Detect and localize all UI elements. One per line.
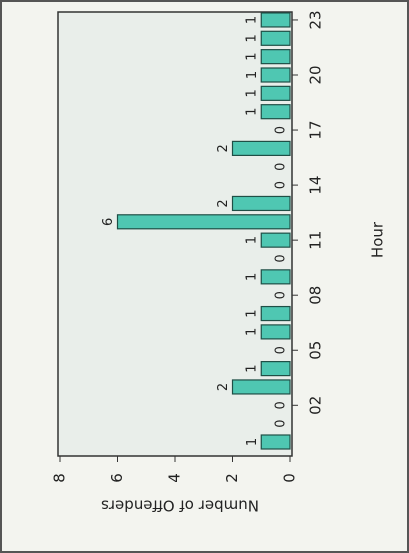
bar	[260, 305, 291, 322]
value-label: 0	[274, 346, 289, 354]
bar	[260, 49, 291, 65]
value-label: 0	[274, 254, 289, 262]
bar	[260, 85, 291, 101]
x-tick-label: 02	[307, 396, 325, 415]
bar	[116, 214, 291, 230]
y-tick-label: 2	[223, 473, 241, 483]
bar	[260, 67, 291, 83]
bar	[260, 232, 291, 248]
value-label: 0	[274, 163, 289, 171]
bar	[260, 361, 291, 377]
bar	[260, 104, 291, 120]
y-tick-label: 6	[108, 473, 126, 483]
bar	[231, 195, 291, 212]
value-label: 1	[245, 16, 260, 24]
y-axis-label: Number of Offenders	[101, 497, 259, 515]
bar	[260, 30, 291, 46]
x-tick-label: 17	[307, 121, 325, 140]
value-label: 1	[245, 53, 260, 61]
x-tick-label: 23	[307, 10, 325, 29]
value-label: 2	[216, 383, 231, 391]
value-label: 0	[274, 401, 289, 409]
x-tick-label: 05	[307, 341, 325, 360]
y-tick-label: 4	[166, 473, 184, 483]
bar	[260, 434, 291, 450]
value-label: 0	[274, 126, 289, 134]
value-label: 1	[245, 273, 260, 281]
x-axis-label: Hour	[369, 221, 387, 258]
y-tick-label: 0	[281, 473, 299, 483]
x-tick-label: 20	[307, 65, 325, 84]
value-label: 6	[101, 218, 116, 226]
x-tick-label: 11	[307, 231, 325, 250]
value-label: 1	[245, 364, 260, 372]
bar	[231, 379, 291, 395]
value-label: 2	[216, 199, 231, 207]
value-label: 1	[245, 438, 260, 446]
y-tick-label: 8	[51, 473, 69, 483]
value-label: 0	[274, 420, 289, 428]
x-tick-label: 08	[307, 286, 325, 305]
bar	[260, 269, 291, 285]
value-label: 2	[216, 144, 231, 152]
value-label: 1	[245, 236, 260, 244]
value-label: 1	[245, 108, 260, 116]
value-label: 1	[245, 71, 260, 79]
x-tick-label: 14	[307, 176, 325, 195]
value-label: 1	[245, 34, 260, 42]
value-label: 0	[274, 181, 289, 189]
value-label: 1	[245, 328, 260, 336]
value-label: 1	[245, 309, 260, 317]
bar	[260, 12, 291, 28]
bar	[231, 140, 291, 156]
value-label: 1	[245, 89, 260, 97]
bar	[260, 324, 291, 340]
value-label: 0	[274, 291, 289, 299]
